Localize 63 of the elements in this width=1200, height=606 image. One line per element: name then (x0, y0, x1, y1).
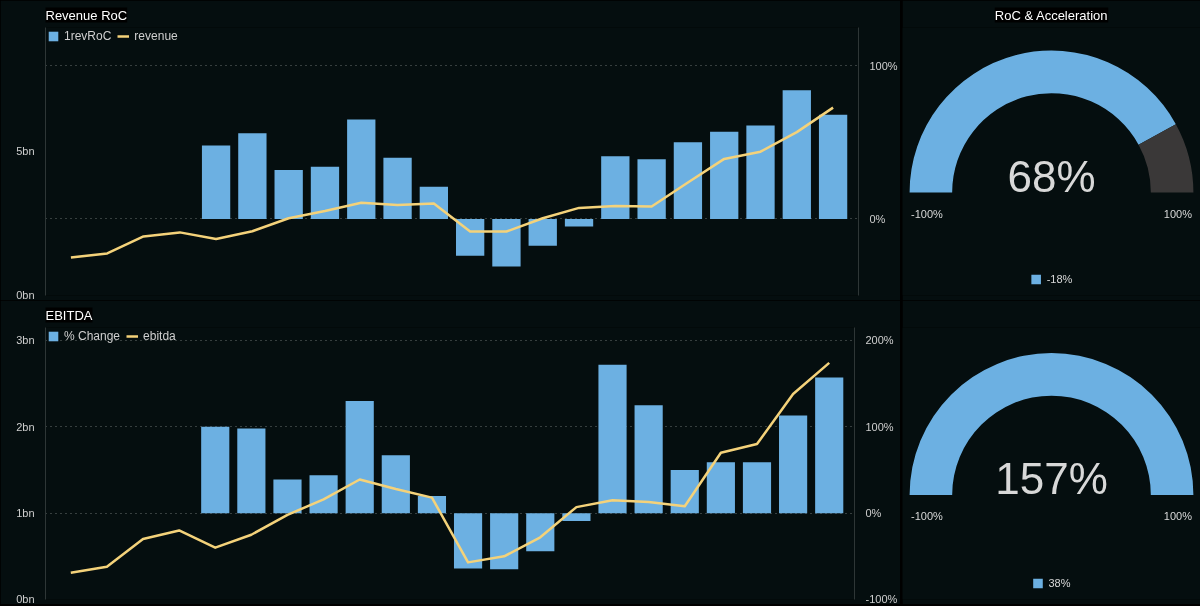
bar (238, 133, 267, 219)
text: -100% (911, 510, 944, 523)
chart-title: Revenue RoC (45, 7, 128, 23)
y-tick-label: 1bn (16, 507, 35, 520)
y-tick-label: 0bn (16, 288, 35, 301)
y2-tick-label: 0% (865, 507, 882, 520)
bar (637, 159, 666, 219)
y2-tick-label: -100% (865, 592, 898, 605)
bar (746, 125, 775, 219)
bar (742, 462, 772, 514)
chart-title: EBITDA (45, 307, 93, 323)
y-tick-label: 2bn (16, 420, 35, 433)
bar (381, 455, 410, 514)
bar (670, 469, 699, 514)
bar (490, 513, 519, 570)
legend-label: 38% (1048, 577, 1071, 589)
text: 68% (1007, 152, 1096, 202)
bar (706, 462, 735, 514)
bar (564, 218, 594, 227)
line-series (69, 361, 831, 574)
text: -100% (911, 207, 944, 220)
y2-tick-label: 200% (865, 334, 894, 347)
bar (201, 426, 230, 514)
bar (237, 428, 266, 514)
y-tick-label: 5bn (16, 145, 35, 158)
bar (453, 513, 483, 569)
bar (274, 169, 303, 219)
bar (347, 119, 376, 219)
bar (598, 364, 627, 514)
bar (710, 131, 739, 219)
legend-label: revenue (134, 29, 178, 43)
bar (419, 186, 449, 219)
legend-label: % Change (64, 329, 121, 343)
y-tick-label: 0bn (16, 592, 35, 605)
bar (601, 156, 630, 219)
text: 100% (1163, 510, 1193, 523)
bar (383, 157, 412, 219)
bar (455, 218, 485, 256)
bar (526, 513, 555, 552)
bar (818, 114, 848, 219)
bar (779, 415, 808, 514)
y2-tick-label: 0% (869, 212, 886, 225)
bar (528, 218, 557, 246)
y2-tick-label: 100% (865, 420, 894, 433)
y2-tick-label: 100% (869, 59, 898, 72)
bar (201, 145, 231, 219)
bar (634, 405, 663, 514)
line-series (69, 106, 835, 259)
bar (345, 400, 374, 514)
legend-label: ebitda (143, 329, 176, 343)
bar (673, 142, 703, 219)
legend-label: -18% (1046, 273, 1073, 285)
bar (815, 377, 844, 514)
text: 100% (1163, 207, 1193, 220)
y-tick-label: 3bn (16, 334, 35, 347)
legend-label: 1revRoC (64, 29, 112, 43)
bar (309, 475, 338, 514)
bar (273, 479, 302, 514)
bar (782, 90, 811, 219)
bar (492, 218, 521, 267)
chart-title: RoC & Acceleration (994, 7, 1108, 23)
bar (310, 166, 340, 219)
text: 157% (995, 454, 1108, 504)
